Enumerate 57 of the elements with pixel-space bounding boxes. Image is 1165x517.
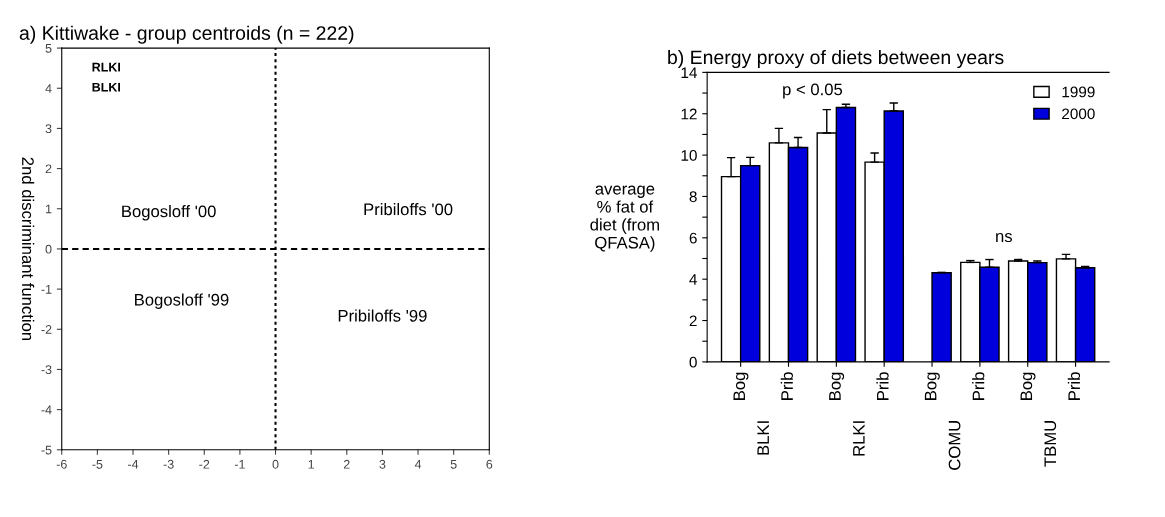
- text: RLKI: [853, 421, 865, 456]
- x-tick-label: 3: [379, 459, 386, 469]
- x-tick-label: Prib: [876, 372, 889, 400]
- annotation: Pribiloffs '00: [364, 203, 453, 216]
- y-tick-label: -5: [41, 445, 52, 455]
- y-axis-title: average % fat of diet (from QFASA): [590, 185, 659, 252]
- x-tick-label: Prib: [1067, 372, 1081, 400]
- y-tick-label: 2: [689, 315, 697, 327]
- annotation: RLKI: [92, 62, 120, 72]
- annotation: p < 0.05: [783, 83, 843, 99]
- y-tick-label: 14: [681, 67, 697, 78]
- x-tick-label: -3: [163, 459, 174, 469]
- annotation: BLKI: [92, 82, 120, 92]
- y-tick-label: 0: [689, 356, 697, 368]
- annotation: Bogosloff '00: [122, 205, 216, 221]
- text: COMU: [948, 421, 961, 470]
- x-tick-label: Bog: [733, 372, 749, 400]
- y-tick-label: 1: [46, 204, 52, 214]
- y-tick-label: 3: [45, 124, 52, 134]
- text: BLKI: [757, 421, 769, 455]
- y-tick-label: 12: [681, 108, 697, 120]
- x-tick-label: Bog: [829, 372, 845, 400]
- y-tick-label: 5: [45, 44, 52, 53]
- x-tick-label: Prib: [972, 372, 985, 400]
- x-tick-label: Bog: [1020, 372, 1036, 400]
- chart-title: a) Kittiwake - group centroids (n = 222): [19, 25, 354, 44]
- x-tick-label: -1: [234, 459, 245, 469]
- y-tick-label: 8: [689, 191, 697, 203]
- x-tick-label: 6: [486, 459, 493, 469]
- y-tick-label: 4: [689, 274, 697, 285]
- y-tick-label: 2: [45, 164, 52, 174]
- x-tick-label: 5: [450, 459, 457, 469]
- y-tick-label: 6: [689, 232, 697, 244]
- legend-label: 1999: [1062, 86, 1095, 98]
- y-tick-label: 0: [45, 244, 52, 254]
- annotation: Bogosloff '99: [135, 293, 229, 309]
- annotation: ns: [996, 232, 1013, 243]
- x-tick-label: 2: [343, 459, 350, 469]
- x-tick-label: -2: [199, 459, 210, 469]
- y-axis-title: 2nd discriminant function: [21, 157, 35, 341]
- x-tick-label: Prib: [780, 372, 793, 400]
- annotation: Pribiloffs '99: [338, 309, 427, 322]
- text: TBMU: [1044, 421, 1057, 467]
- x-tick-label: 1: [308, 459, 315, 469]
- legend-label: 2000: [1062, 108, 1095, 120]
- y-tick-label: -2: [41, 325, 52, 334]
- y-tick-label: -4: [41, 405, 52, 415]
- y-tick-label: -3: [41, 365, 52, 375]
- x-tick-label: 0: [272, 459, 279, 469]
- x-tick-label: -5: [92, 459, 103, 469]
- x-tick-label: Bog: [924, 372, 940, 400]
- x-tick-label: 4: [414, 459, 422, 469]
- x-tick-label: -4: [128, 459, 139, 469]
- x-tick-label: -6: [56, 459, 67, 469]
- y-tick-label: 10: [681, 149, 697, 161]
- y-tick-label: -1: [41, 285, 52, 294]
- y-tick-label: 4: [45, 84, 52, 93]
